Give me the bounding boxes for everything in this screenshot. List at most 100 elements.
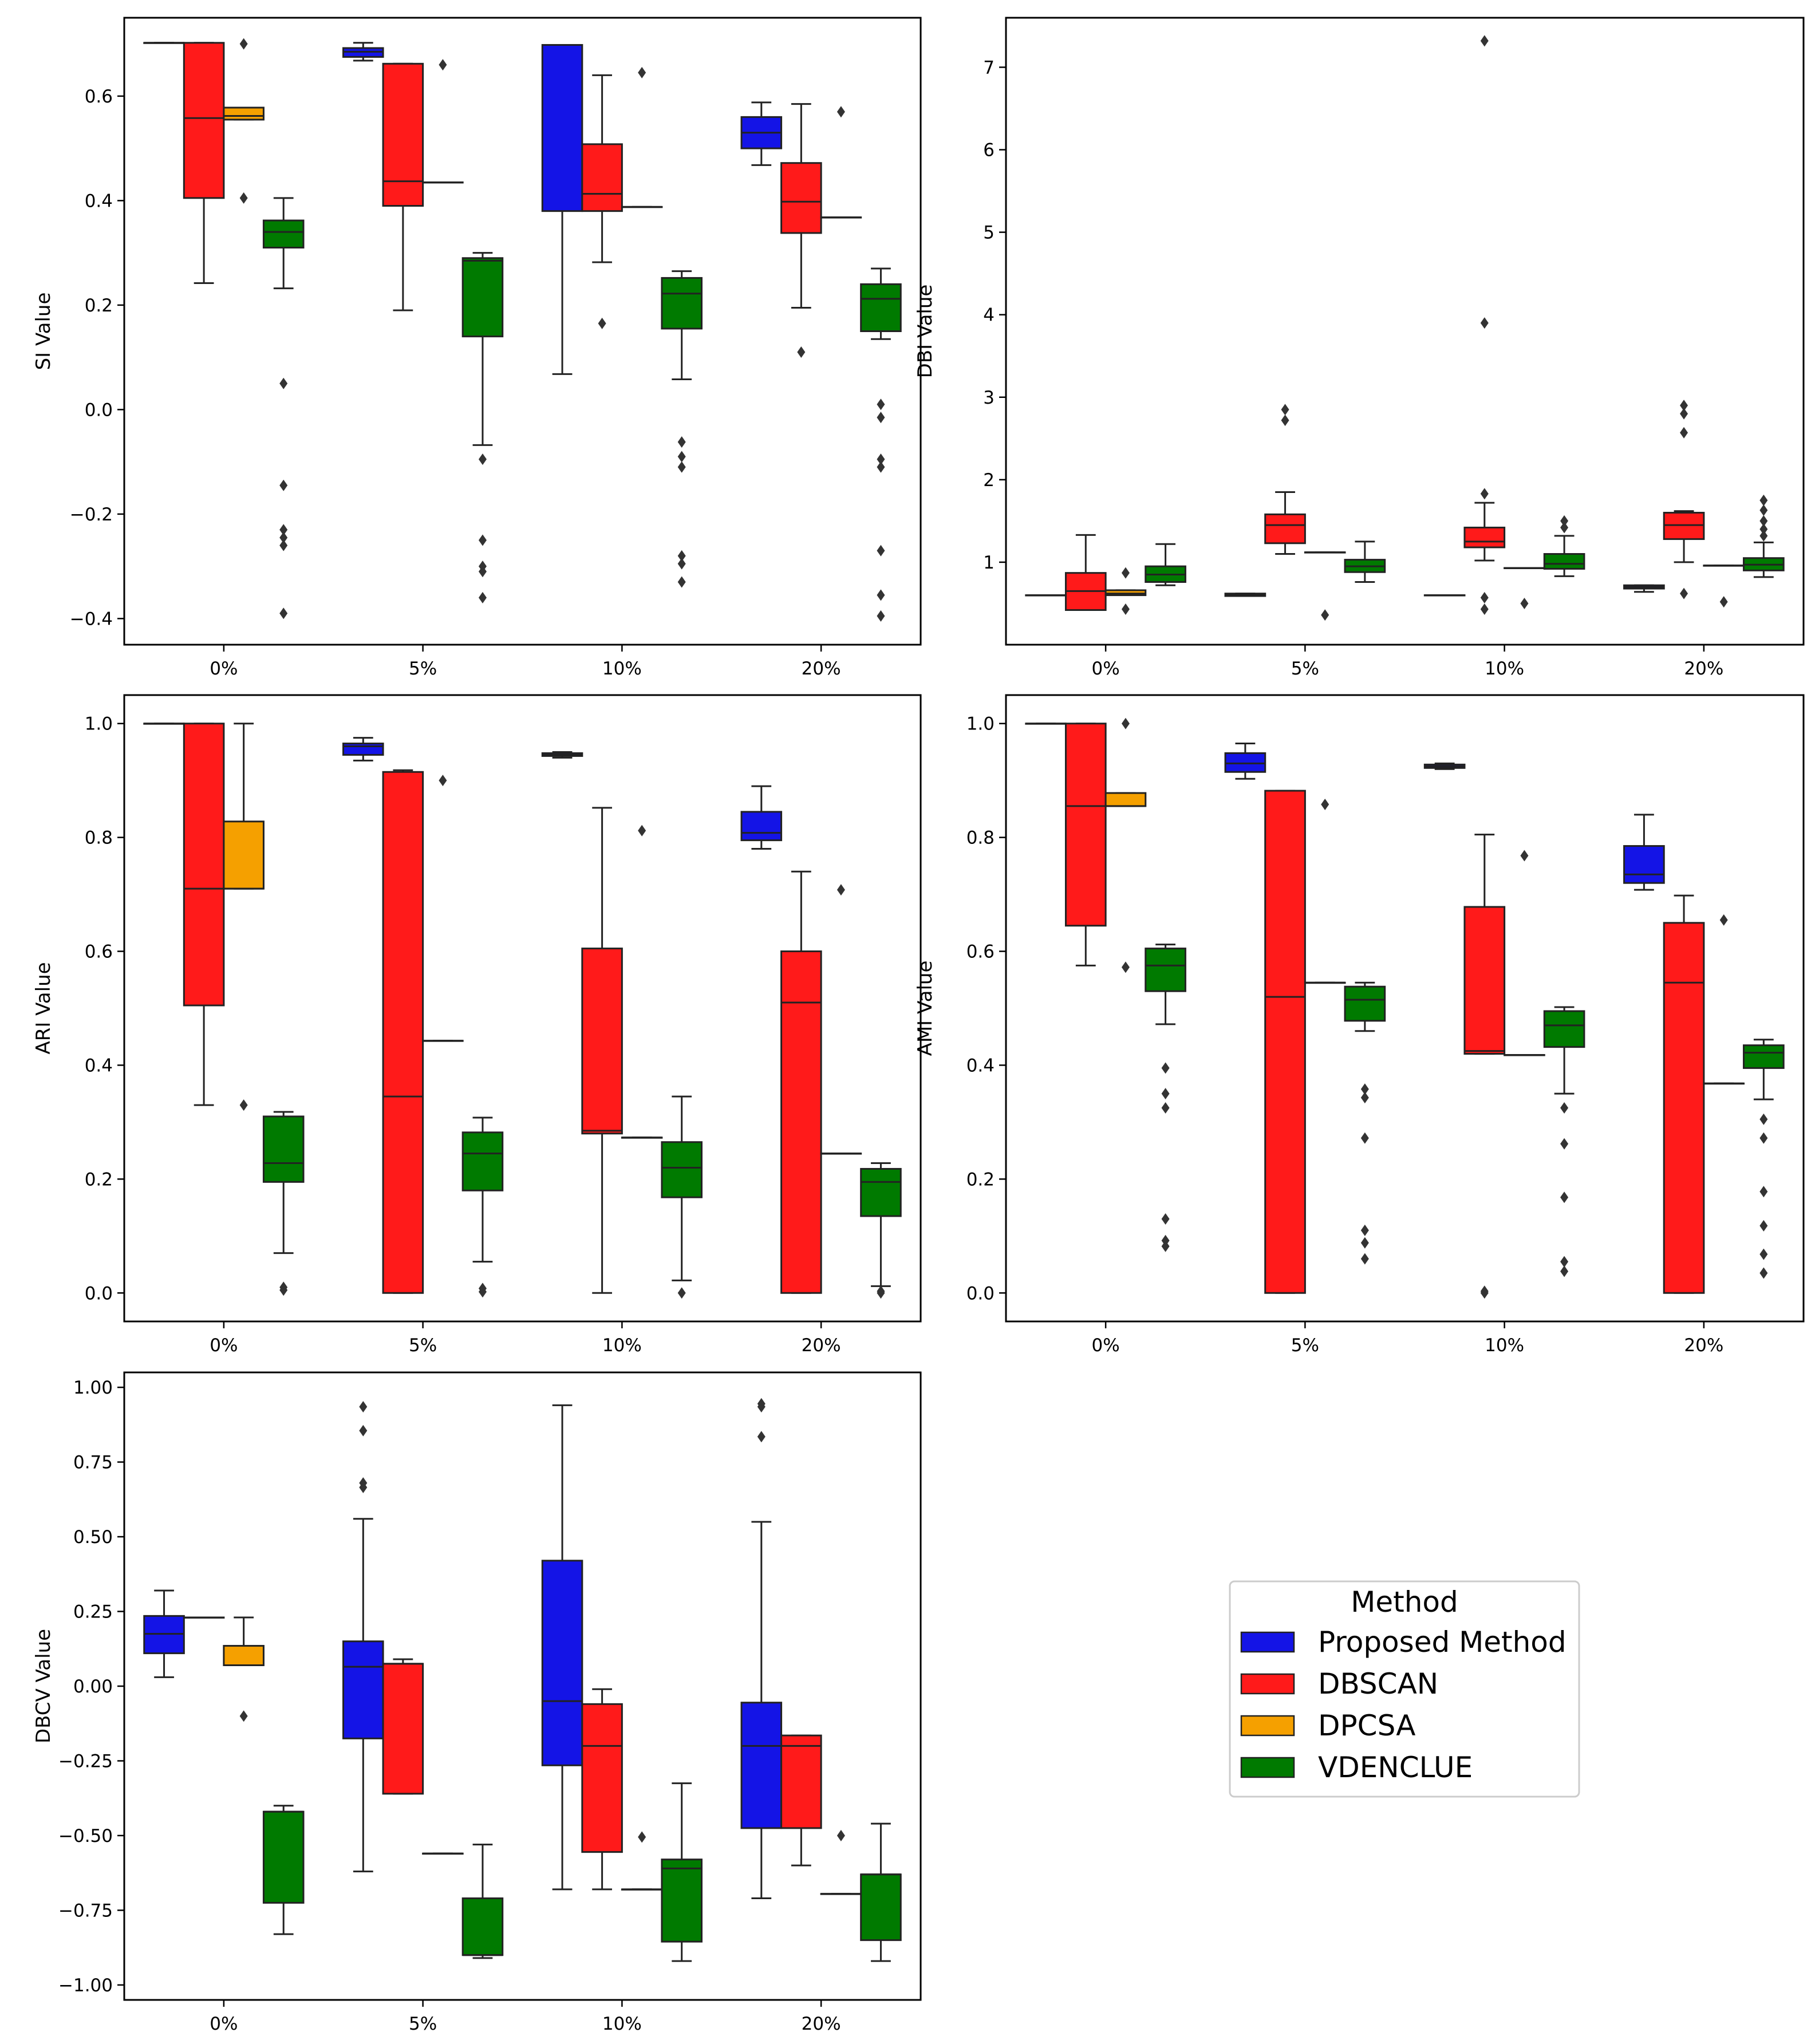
x-tick-label: 0% xyxy=(210,1335,238,1356)
box-vdenclue xyxy=(860,1162,902,1299)
box-dbscan xyxy=(581,74,623,329)
y-tick-label: 0.4 xyxy=(85,1055,113,1076)
box-proposed-method xyxy=(1623,814,1665,891)
y-axis-title: ARI Value xyxy=(32,962,55,1054)
box-proposed-method xyxy=(1623,584,1665,593)
outlier-point xyxy=(359,1481,368,1493)
legend-label-dpcsa: DPCSA xyxy=(1318,1709,1415,1742)
outlier-point xyxy=(478,566,487,578)
box-dpcsa xyxy=(1504,567,1545,609)
outlier-point xyxy=(1560,515,1569,527)
x-tick-label: 0% xyxy=(1092,1335,1120,1356)
box-body xyxy=(342,743,384,756)
y-tick-label: 0.8 xyxy=(85,828,113,849)
box-body xyxy=(661,1858,703,1943)
box-body xyxy=(1264,513,1306,544)
box-dpcsa xyxy=(1304,798,1346,984)
outlier-point xyxy=(359,1401,368,1413)
box-vdenclue xyxy=(1743,494,1785,578)
axes-frame-ari xyxy=(123,694,922,1323)
outlier-point xyxy=(638,1831,646,1843)
box-vdenclue xyxy=(262,197,305,619)
series-dbscan xyxy=(183,1616,822,1891)
box-dbscan xyxy=(1663,400,1705,599)
box-proposed-method xyxy=(541,44,583,375)
box-proposed-method xyxy=(1224,743,1266,780)
box-vdenclue xyxy=(1145,944,1186,1252)
box-body xyxy=(461,1131,504,1191)
legend-label-vdenclue: VDENCLUE xyxy=(1318,1751,1473,1784)
outlier-point xyxy=(877,1287,885,1299)
box-proposed-method xyxy=(1423,762,1466,770)
series-vdenclue xyxy=(262,1782,902,1962)
y-tick-label: 0.6 xyxy=(966,942,995,962)
box-dpcsa xyxy=(621,66,663,208)
box-vdenclue xyxy=(461,1116,504,1298)
box-dbscan xyxy=(183,1616,225,1619)
outlier-point xyxy=(239,192,248,204)
series-dbscan xyxy=(1064,723,1705,1299)
box-body xyxy=(740,811,783,842)
box-vdenclue xyxy=(661,270,703,588)
box-body xyxy=(541,44,583,212)
box-body xyxy=(1743,1044,1785,1069)
y-tick-label: 0.0 xyxy=(85,1283,113,1304)
outlier-point xyxy=(677,436,686,448)
box-body xyxy=(262,1115,305,1183)
legend-swatch-vdenclue xyxy=(1240,1757,1295,1778)
outlier-point xyxy=(1520,597,1529,609)
legend-label-dbscan: DBSCAN xyxy=(1318,1667,1438,1700)
box-proposed-method xyxy=(541,1404,583,1891)
y-tick-label: 0.50 xyxy=(73,1527,113,1548)
axes-frame-si xyxy=(123,17,922,646)
box-body xyxy=(183,723,225,1007)
box-dbscan xyxy=(382,62,424,311)
y-tick-label: 5 xyxy=(983,223,995,243)
box-dbscan xyxy=(780,103,822,358)
box-body xyxy=(1663,922,1705,1294)
box-proposed-method xyxy=(740,785,783,850)
y-axis-title: SI Value xyxy=(32,293,55,370)
box-body xyxy=(1104,792,1147,807)
box-proposed-method xyxy=(342,737,384,761)
outlier-point xyxy=(279,1284,288,1296)
y-tick-label: 0.4 xyxy=(966,1055,995,1076)
box-vdenclue xyxy=(661,1782,703,1962)
box-dbscan xyxy=(780,1734,822,1867)
outlier-point xyxy=(877,589,885,601)
x-tick-label: 0% xyxy=(210,2014,238,2034)
outlier-point xyxy=(478,1286,487,1298)
x-tick-label: 0% xyxy=(1092,658,1120,679)
series-vdenclue xyxy=(262,1095,902,1299)
box-dpcsa xyxy=(1703,565,1745,608)
x-tick-label: 20% xyxy=(1684,658,1723,679)
box-dpcsa xyxy=(223,38,265,204)
series-dpcsa xyxy=(1104,551,1745,621)
outlier-point xyxy=(1759,515,1768,527)
outlier-point xyxy=(1680,408,1688,420)
outlier-point xyxy=(1680,400,1688,412)
x-tick-label: 10% xyxy=(602,658,642,679)
outlier-point xyxy=(1161,1088,1170,1100)
y-tick-label: −0.75 xyxy=(58,1900,113,1921)
outlier-point xyxy=(877,398,885,411)
chart-panel-ami: 0.0 0.2 0.4 0.6 0.8 1.0 0% 5% 10% 20% AMI Value xyxy=(914,694,1805,1356)
y-tick-label: 6 xyxy=(983,140,995,161)
box-body xyxy=(1344,985,1386,1022)
outlier-point xyxy=(1759,523,1768,535)
box-body xyxy=(1543,553,1585,570)
series-dpcsa xyxy=(223,38,862,219)
box-dbscan xyxy=(1064,723,1107,966)
outlier-point xyxy=(1360,1083,1369,1095)
legend-title: Method xyxy=(1351,1585,1458,1619)
x-tick-label: 5% xyxy=(1291,658,1319,679)
box-dbscan xyxy=(780,870,822,1294)
y-tick-label: 1.0 xyxy=(85,714,113,735)
box-body xyxy=(223,106,265,121)
x-tick-label: 10% xyxy=(602,1335,642,1356)
box-proposed-method xyxy=(342,42,384,62)
outlier-point xyxy=(1121,961,1130,973)
outlier-point xyxy=(677,1287,686,1299)
box-proposed-method xyxy=(1423,594,1466,597)
